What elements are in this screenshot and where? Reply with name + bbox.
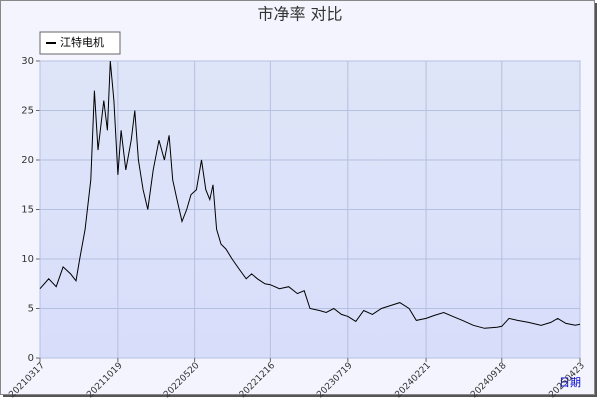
y-tick-label: 0 [28, 353, 34, 364]
y-tick-label: 10 [21, 254, 34, 265]
chart-title: 市净率 对比 [257, 5, 342, 24]
line [39, 60, 581, 329]
x-axis-label: 日期 [559, 376, 581, 389]
y-tick-label: 25 [21, 106, 34, 117]
legend-box [39, 31, 121, 55]
y-tick-label: 15 [21, 205, 34, 216]
y-tick-label: 20 [21, 155, 34, 166]
legend-label: 江特电机 [60, 35, 104, 49]
y-tick-label: 5 [28, 304, 34, 315]
y-tick-label: 30 [21, 56, 34, 67]
